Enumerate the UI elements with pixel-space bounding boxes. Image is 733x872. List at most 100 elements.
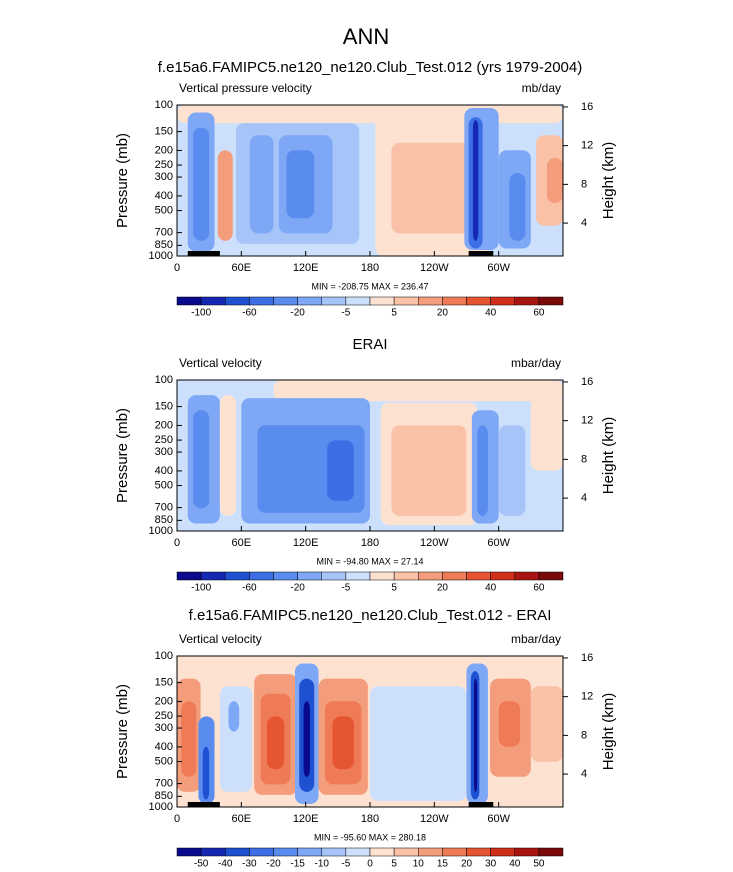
- min-max: MIN = -208.75 MAX = 236.47: [311, 281, 428, 291]
- colorbar-label: -5: [341, 583, 350, 594]
- y2-tick-label: 8: [581, 178, 587, 190]
- y-axis-label: Pressure (mb): [114, 408, 131, 503]
- colorbar-box: [514, 847, 540, 857]
- colorbar-box: [466, 847, 491, 857]
- topography: [468, 802, 494, 807]
- x-tick-label: 60W: [487, 537, 510, 549]
- y-tick-label: 400: [155, 465, 173, 477]
- colorbar-box: [225, 296, 250, 306]
- contour-region: [303, 701, 310, 777]
- y-tick-label: 100: [155, 374, 173, 386]
- colorbar-box: [249, 847, 274, 857]
- colorbar-label: -5: [341, 859, 350, 870]
- min-max: MIN = -94.80 MAX = 27.14: [316, 556, 423, 566]
- contour-region: [273, 380, 563, 402]
- colorbar-label: -100: [191, 583, 211, 594]
- colorbar-box: [273, 296, 298, 306]
- colorbar-box: [418, 571, 443, 581]
- colorbar-label: 10: [413, 859, 425, 870]
- colorbar-box: [249, 571, 274, 581]
- x-tick-label: 180: [361, 262, 379, 274]
- colorbar-label: -15: [290, 859, 305, 870]
- contour-region: [193, 410, 210, 509]
- contour-region: [286, 150, 315, 219]
- x-tick-label: 120W: [420, 813, 449, 825]
- contour-region: [477, 425, 488, 516]
- y2-tick-label: 16: [581, 376, 593, 388]
- y2-tick-label: 8: [581, 453, 587, 465]
- contour-region: [217, 150, 233, 241]
- colorbar-box: [514, 296, 540, 306]
- colorbar-box: [369, 847, 395, 857]
- colorbar-box: [273, 571, 298, 581]
- contour-region: [332, 716, 354, 770]
- x-tick-label: 0: [174, 262, 180, 274]
- contour-region: [228, 701, 240, 732]
- colorbar-label: -10: [315, 859, 330, 870]
- colorbar-label: 15: [437, 859, 449, 870]
- y2-tick-label: 8: [581, 729, 587, 741]
- contour-field: [177, 656, 563, 807]
- colorbar-box: [369, 571, 395, 581]
- colorbar-box: [490, 847, 515, 857]
- colorbar-box: [442, 571, 467, 581]
- colorbar-box: [176, 571, 202, 581]
- x-tick-label: 120E: [293, 813, 319, 825]
- x-tick-label: 120W: [420, 262, 449, 274]
- panel-title: f.e15a6.FAMIPC5.ne120_ne120.Club_Test.01…: [189, 607, 552, 624]
- contour-region: [181, 701, 197, 777]
- colorbar-box: [345, 847, 371, 857]
- colorbar-box: [538, 571, 564, 581]
- colorbar-label: -60: [242, 583, 257, 594]
- figure-title: ANN: [343, 24, 389, 49]
- colorbar-box: [466, 571, 491, 581]
- colorbar-label: 5: [391, 583, 397, 594]
- colorbar-label: 20: [437, 308, 449, 319]
- contour-region: [327, 440, 354, 501]
- colorbar-label: -100: [191, 308, 211, 319]
- contour-region: [530, 686, 563, 762]
- colorbar-box: [200, 296, 226, 306]
- colorbar-box: [321, 296, 347, 306]
- colorbar-box: [321, 847, 347, 857]
- y2-axis-label: Height (km): [600, 693, 617, 771]
- colorbar-box: [297, 571, 322, 581]
- contour-region: [498, 701, 521, 747]
- y-tick-label: 250: [155, 710, 173, 722]
- contour-region: [530, 395, 563, 471]
- y2-axis-label: Height (km): [600, 142, 617, 220]
- topography: [187, 251, 220, 256]
- colorbar-box: [393, 847, 419, 857]
- x-tick-label: 120E: [293, 262, 319, 274]
- y2-tick-label: 4: [581, 768, 587, 780]
- y-tick-label: 250: [155, 434, 173, 446]
- min-max: MIN = -95.60 MAX = 280.18: [314, 832, 426, 842]
- colorbar-box: [466, 296, 491, 306]
- contour-region: [219, 686, 253, 792]
- x-tick-label: 0: [174, 537, 180, 549]
- x-tick-label: 180: [361, 813, 379, 825]
- y-tick-label: 700: [155, 502, 173, 514]
- contour-region: [177, 105, 563, 124]
- colorbar-box: [514, 571, 540, 581]
- y2-tick-label: 16: [581, 101, 593, 113]
- colorbar-box: [345, 296, 371, 306]
- contour-region: [219, 395, 236, 516]
- colorbar-label: 60: [533, 583, 545, 594]
- colorbar-label: -20: [266, 859, 281, 870]
- x-tick-label: 60W: [487, 813, 510, 825]
- right-title: mbar/day: [511, 632, 561, 646]
- colorbar-box: [200, 847, 226, 857]
- colorbar-box: [176, 296, 202, 306]
- x-tick-label: 0: [174, 813, 180, 825]
- y-tick-label: 150: [155, 125, 173, 137]
- colorbar-box: [176, 847, 202, 857]
- contour-region: [193, 127, 210, 241]
- colorbar-box: [225, 847, 250, 857]
- colorbar-box: [297, 296, 322, 306]
- x-tick-label: 60E: [232, 813, 252, 825]
- contour-region: [370, 686, 467, 801]
- colorbar-label: 40: [485, 308, 497, 319]
- colorbar-label: -30: [242, 859, 257, 870]
